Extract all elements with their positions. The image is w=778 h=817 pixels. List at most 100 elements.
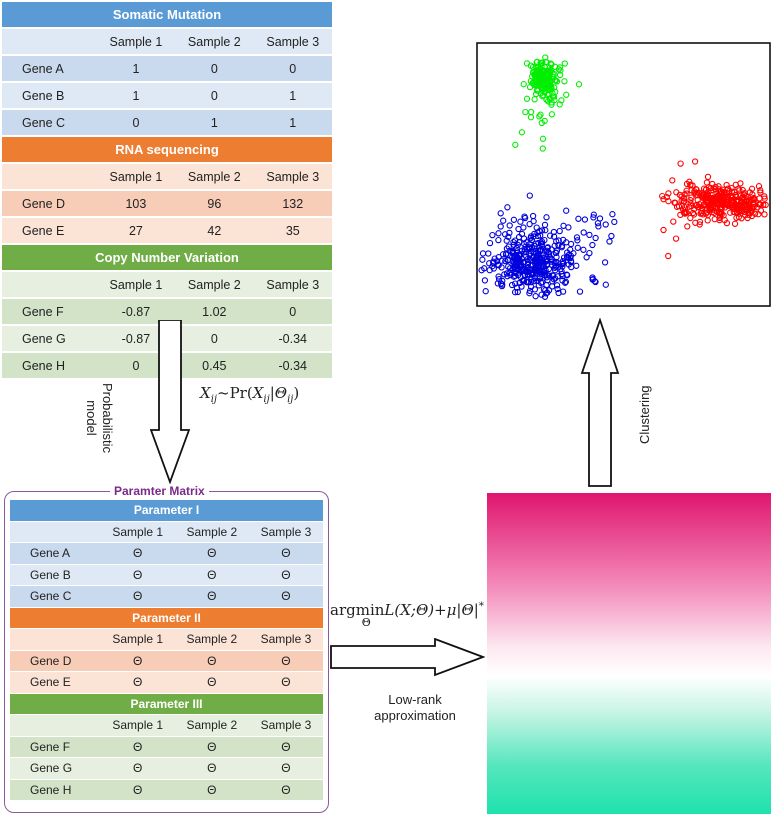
cluster-point — [538, 243, 545, 250]
cluster-point — [575, 81, 583, 88]
cluster-point — [532, 90, 540, 98]
cluster-point — [506, 229, 513, 237]
empty-cell — [10, 628, 101, 651]
down-arrow — [150, 320, 190, 485]
cluster-point — [526, 192, 533, 199]
table-cell: 1 — [96, 55, 176, 83]
cluster-point — [670, 218, 677, 225]
column-header: Sample 1 — [100, 714, 175, 737]
cluster-point — [552, 77, 560, 84]
column-header: Sample 3 — [253, 28, 332, 56]
cluster-point — [589, 241, 596, 249]
cluster-point — [659, 192, 666, 200]
cluster-point — [514, 288, 521, 296]
cluster-point — [537, 279, 545, 287]
cluster-point — [548, 85, 555, 93]
cluster-point — [703, 197, 710, 205]
cluster-point — [527, 108, 535, 116]
column-header: Sample 2 — [174, 714, 249, 737]
gene-label: Gene F — [2, 298, 97, 326]
column-header: Sample 1 — [100, 521, 175, 543]
cluster-point — [490, 265, 497, 272]
cluster-point — [701, 194, 709, 202]
table-cell: 1.02 — [175, 298, 254, 326]
cluster-point — [554, 259, 561, 266]
table-cell: Θ — [174, 779, 249, 801]
cluster-point — [485, 250, 492, 257]
cluster-point — [660, 196, 667, 203]
cluster-point — [521, 213, 528, 220]
cluster-point — [532, 293, 539, 300]
table-cell: Θ — [100, 671, 175, 694]
column-header: Sample 2 — [175, 271, 254, 299]
section-title: Parameter III — [10, 693, 323, 715]
table-cell: Θ — [100, 564, 175, 586]
cluster-point — [543, 96, 550, 103]
cluster-point — [503, 270, 511, 277]
cluster-point — [559, 288, 567, 295]
cluster-point — [495, 236, 502, 244]
cluster-point — [561, 279, 569, 286]
gene-label: Gene A — [2, 55, 97, 83]
cluster-point — [516, 279, 523, 287]
table-cell: -0.87 — [96, 298, 176, 326]
cluster-point — [679, 206, 687, 213]
cluster-point — [554, 285, 561, 293]
cluster-point — [761, 193, 768, 200]
cluster-point — [516, 239, 523, 246]
cluster-point — [503, 250, 510, 257]
cluster-point — [529, 212, 537, 220]
cluster-point — [744, 204, 751, 211]
column-header: Sample 2 — [175, 28, 254, 56]
cluster-point — [761, 211, 768, 218]
cluster-point — [528, 278, 535, 286]
table-cell: 0 — [175, 55, 254, 83]
cluster-point — [558, 244, 565, 251]
table-cell: Θ — [248, 650, 323, 672]
table-cell: 103 — [96, 190, 176, 218]
cluster-point — [700, 185, 708, 192]
cluster-point — [558, 97, 565, 104]
gene-label: Gene E — [2, 217, 97, 245]
cluster-point — [523, 239, 530, 246]
cluster-point — [509, 247, 517, 255]
cluster-point — [586, 231, 593, 239]
cluster-point — [521, 272, 529, 279]
cluster-point — [707, 184, 715, 192]
cluster-point — [548, 101, 555, 108]
section-title: RNA sequencing — [2, 136, 332, 164]
cluster-point — [606, 238, 613, 245]
column-header: Sample 2 — [175, 163, 254, 191]
gene-label: Gene H — [10, 779, 101, 801]
cluster-point — [685, 203, 693, 210]
cluster-point — [687, 200, 694, 207]
table-row: Gene D 103 96 132 — [2, 190, 332, 218]
cluster-point — [680, 198, 687, 205]
cluster-point — [554, 273, 562, 280]
gene-label: Gene G — [2, 325, 97, 353]
cluster-point — [760, 201, 767, 209]
cluster-point — [757, 189, 764, 196]
column-header: Sample 1 — [96, 28, 176, 56]
cluster-point — [527, 62, 535, 69]
cluster-point — [718, 211, 725, 218]
cluster-point — [551, 63, 559, 70]
cluster-point — [681, 195, 688, 202]
cluster-point — [489, 231, 496, 239]
cluster-point — [576, 288, 584, 295]
cluster-point — [574, 237, 581, 244]
table-cell: 0 — [175, 325, 254, 353]
table-cell: 1 — [253, 109, 332, 137]
cluster-point — [556, 71, 564, 79]
cluster-point — [520, 81, 527, 88]
cluster-point — [505, 263, 512, 270]
table-cell: Θ — [174, 542, 249, 565]
gene-label: Gene C — [2, 109, 97, 137]
probabilistic-model-formula: Xij~Pr(Xij|Θij) — [200, 384, 300, 405]
cluster-point — [609, 211, 616, 218]
cluster-point — [532, 81, 539, 88]
cluster-point — [689, 209, 697, 217]
gene-label: Gene B — [2, 82, 97, 110]
